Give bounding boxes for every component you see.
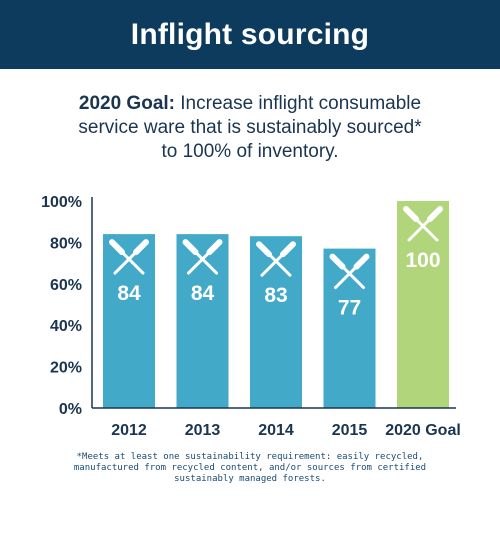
- data-label: 83: [264, 284, 287, 307]
- crossed-fork-knife-icon: [329, 253, 370, 290]
- x-tick-label: 2014: [258, 422, 294, 439]
- y-tick-label: 80%: [50, 235, 82, 252]
- bar: [176, 234, 229, 408]
- x-tick-label: 2015: [332, 422, 368, 439]
- y-tick-label: 60%: [50, 277, 82, 294]
- x-tick-label: 2020 Goal: [385, 422, 461, 439]
- footnote: *Meets at least one sustainability requi…: [60, 452, 440, 485]
- y-tick-label: 20%: [50, 360, 82, 377]
- goal-label: 2020 Goal:: [78, 93, 175, 114]
- y-tick-label: 40%: [50, 318, 82, 335]
- footnote-line-1: *Meets at least one sustainability requi…: [76, 452, 424, 462]
- page-title: Inflight sourcing: [130, 17, 370, 51]
- goal-line-1: 2020 Goal: Increase inflight consumable: [0, 92, 500, 116]
- goal-line-3: to 100% of inventory.: [161, 141, 339, 162]
- y-tick-label: 0%: [59, 401, 82, 418]
- goal-line-2: service ware that is sustainably sourced…: [78, 117, 422, 138]
- crossed-fork-knife-icon: [109, 239, 149, 275]
- data-label: 84: [191, 282, 215, 305]
- data-label: 77: [338, 297, 361, 320]
- footnote-line-3: sustainably managed forests.: [174, 474, 326, 484]
- crossed-fork-knife-icon: [256, 241, 296, 277]
- data-label: 100: [405, 249, 440, 272]
- crossed-fork-knife-icon: [403, 206, 443, 242]
- bar: [103, 234, 155, 408]
- header-banner: Inflight sourcing: [0, 0, 500, 69]
- goal-line-1-text: Increase inflight consumable: [180, 93, 422, 114]
- x-tick-label: 2012: [111, 422, 147, 439]
- footnote-line-2: manufactured from recycled content, and/…: [73, 463, 427, 473]
- bar: [250, 236, 302, 408]
- bar: [397, 201, 449, 408]
- x-tick-label: 2013: [185, 422, 221, 439]
- bar-chart: 0% 20% 40% 60% 80% 100% 84 2012 84 2013 83 2014 77 20…: [41, 194, 461, 439]
- goal-statement: 2020 Goal: Increase inflight consumable …: [0, 92, 500, 164]
- crossed-fork-knife-icon: [182, 239, 223, 275]
- data-label: 84: [117, 282, 141, 305]
- y-tick-label: 100%: [41, 194, 82, 211]
